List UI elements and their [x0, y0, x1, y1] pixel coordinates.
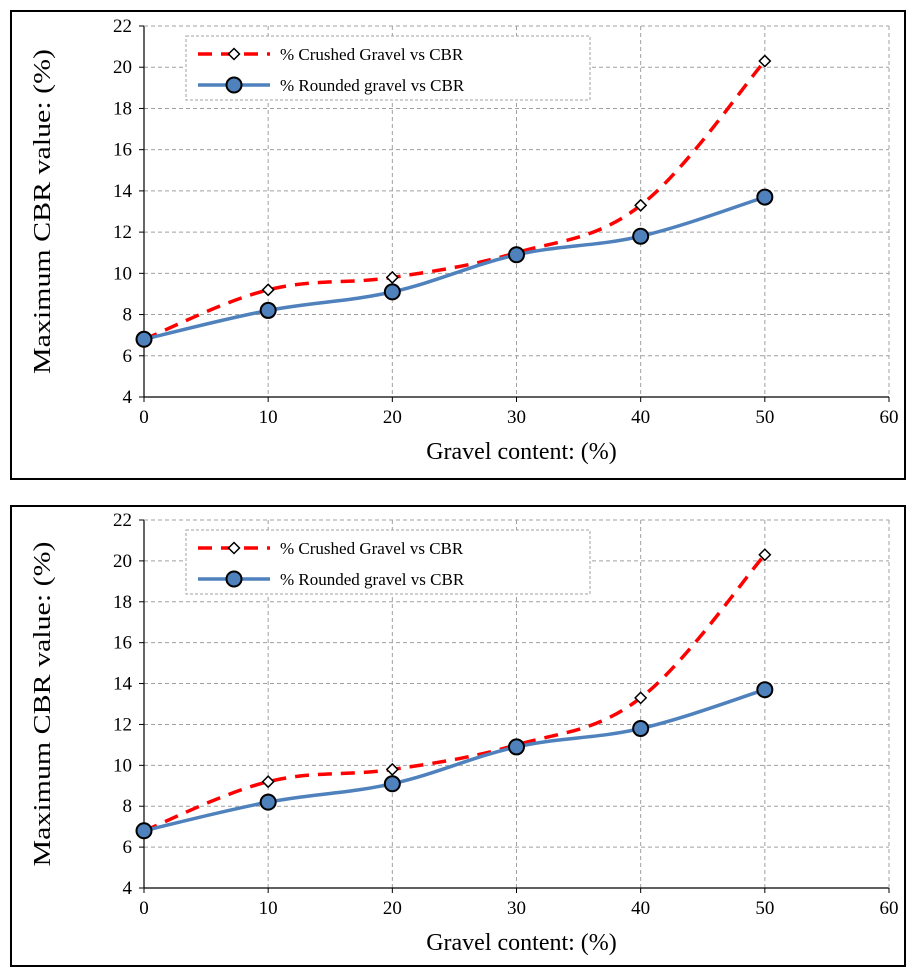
y-tick-label: 18: [113, 592, 132, 613]
y-tick-label: 6: [123, 837, 133, 858]
y-tick-label: 22: [113, 510, 132, 531]
legend-label: % Crushed Gravel vs CBR: [280, 539, 464, 558]
x-axis-title: Gravel content: (%): [426, 930, 617, 956]
x-tick-label: 50: [755, 898, 774, 919]
data-point: [263, 776, 274, 787]
y-tick-label: 4: [123, 387, 133, 408]
x-tick-label: 60: [880, 898, 899, 919]
data-point: [263, 284, 274, 295]
y-axis-title: Maximum CBR value: (%): [30, 542, 56, 867]
x-tick-label: 60: [880, 407, 899, 428]
legend: % Crushed Gravel vs CBR % Rounded gravel …: [186, 530, 590, 594]
x-tick-label: 40: [631, 898, 650, 919]
series-line: [144, 555, 765, 831]
x-tick-label: 10: [259, 407, 278, 428]
y-tick-label: 12: [113, 714, 132, 735]
x-tick-label: 0: [139, 407, 149, 428]
y-tick-label: 4: [123, 878, 133, 899]
y-tick-label: 22: [113, 16, 132, 37]
data-point: [633, 229, 648, 244]
x-tick-label: 40: [631, 407, 650, 428]
legend-swatch-marker: [227, 78, 242, 93]
legend: % Crushed Gravel vs CBR % Rounded gravel …: [186, 36, 590, 100]
series-rounded-gravel: [137, 190, 773, 347]
series-line: [144, 197, 765, 339]
data-point: [261, 795, 276, 810]
legend-swatch-marker: [227, 572, 242, 587]
data-point: [757, 682, 772, 697]
data-point: [385, 776, 400, 791]
data-point: [757, 190, 772, 205]
y-tick-label: 20: [113, 551, 132, 572]
chart-svg-top: 0 10 20 30 40 50 60 4 6 8 10 12 14 16 18 20 22 Gravel con…: [12, 12, 908, 482]
y-tick-label: 14: [113, 674, 133, 695]
y-tick-label: 6: [123, 346, 133, 367]
data-point: [633, 721, 648, 736]
y-tick-label: 20: [113, 57, 132, 78]
x-tick-label: 50: [755, 407, 774, 428]
y-tick-label: 10: [113, 263, 132, 284]
series-line: [144, 61, 765, 339]
y-tick-label: 8: [123, 796, 133, 817]
legend-label: % Rounded gravel vs CBR: [280, 76, 465, 95]
series-rounded-gravel: [137, 682, 773, 838]
y-tick-label: 12: [113, 222, 132, 243]
y-tick-label: 16: [113, 140, 132, 161]
x-tick-label: 30: [507, 898, 526, 919]
data-point: [137, 823, 152, 838]
y-axis-title: Maximum CBR value: (%): [30, 49, 56, 374]
chart-panel-bottom: 0 10 20 30 40 50 60 4 6 8 10 12 14 16 18 20 22 Gravel con…: [10, 505, 906, 967]
x-tick-label: 0: [139, 898, 149, 919]
data-point: [137, 332, 152, 347]
data-point: [759, 56, 770, 67]
legend-label: % Crushed Gravel vs CBR: [280, 45, 464, 64]
x-tick-label: 10: [259, 898, 278, 919]
x-tick-label: 20: [383, 407, 402, 428]
data-point: [261, 303, 276, 318]
y-tick-label: 10: [113, 755, 132, 776]
x-tick-label: 20: [383, 898, 402, 919]
x-axis-title: Gravel content: (%): [426, 439, 617, 465]
data-point: [385, 284, 400, 299]
chart-svg-bottom: 0 10 20 30 40 50 60 4 6 8 10 12 14 16 18 20 22 Gravel con…: [12, 507, 908, 969]
y-tick-label: 18: [113, 98, 132, 119]
y-tick-label: 16: [113, 633, 132, 654]
legend-label: % Rounded gravel vs CBR: [280, 570, 465, 589]
y-tick-label: 14: [113, 181, 133, 202]
y-tick-label: 8: [123, 305, 133, 326]
series-line: [144, 690, 765, 831]
data-point: [509, 739, 524, 754]
x-tick-label: 30: [507, 407, 526, 428]
data-point: [509, 247, 524, 262]
chart-panel-top: 0 10 20 30 40 50 60 4 6 8 10 12 14 16 18 20 22 Gravel con…: [10, 10, 906, 480]
